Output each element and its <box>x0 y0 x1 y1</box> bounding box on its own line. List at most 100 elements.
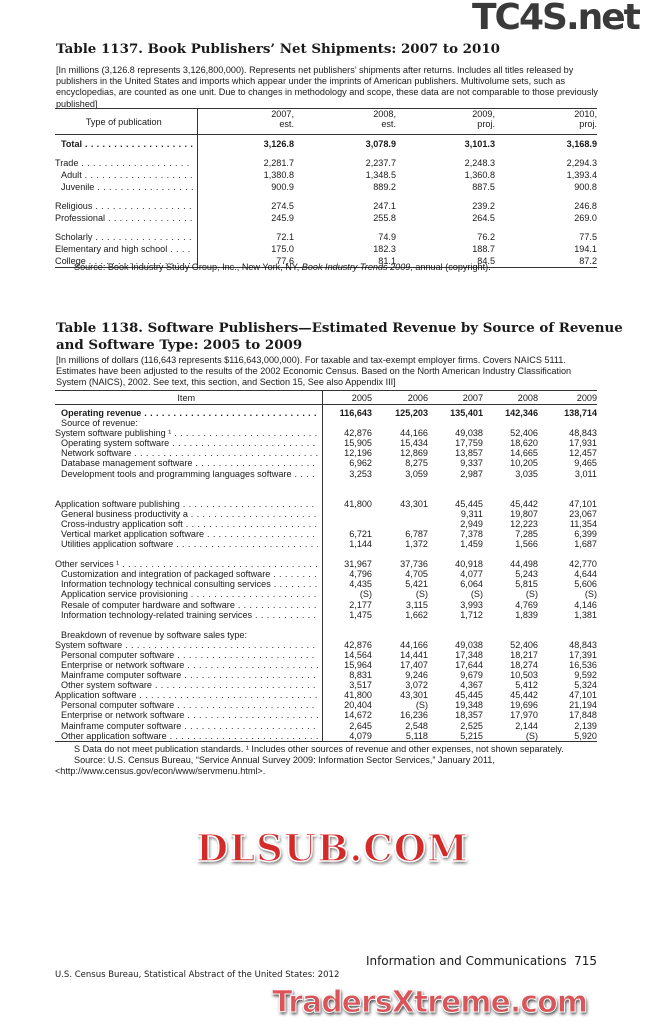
row-label-text: Elementary and high school <box>55 243 193 255</box>
row-label: Other system software <box>55 680 323 691</box>
column-header: 2007 <box>462 392 483 403</box>
row-label: Resale of computer hardware and software <box>55 599 323 610</box>
row-label: Mainframe computer software <box>55 670 323 681</box>
cell-value <box>372 479 428 489</box>
cell-value: 19,807 <box>510 508 538 519</box>
row-label <box>55 488 323 499</box>
column-header-line: est. <box>279 119 294 129</box>
cell-value: 5,421 <box>405 579 428 590</box>
cell-value: 5,412 <box>515 680 538 691</box>
spacer-row <box>55 404 597 408</box>
cell-value: 6,787 <box>405 528 428 539</box>
cell-value: 900.9 <box>271 182 294 192</box>
cell-value: 274.5 <box>271 201 294 211</box>
row-label: Application service provisioning <box>55 589 323 600</box>
row-label-text: Trade <box>55 157 193 169</box>
cell-value: 6,064 <box>460 579 483 590</box>
cell-value: 13,857 <box>455 448 483 459</box>
column-header: 2005 <box>351 392 372 403</box>
row-label-text: Application software publishing <box>55 499 318 509</box>
cell-value <box>197 224 294 231</box>
cell-value: 19,348 <box>455 700 483 711</box>
column-header-line: proj. <box>579 119 597 129</box>
column-header: 2006 <box>407 392 428 403</box>
cell-value: 1,712 <box>460 609 483 620</box>
cell-value: 8,275 <box>405 458 428 469</box>
cell-value: 43,301 <box>400 690 428 701</box>
row-label <box>55 549 323 560</box>
cell-value <box>495 193 597 200</box>
cell-value: 3,078.9 <box>365 139 396 149</box>
cell-value <box>372 489 428 499</box>
cell-value: 42,770 <box>569 559 597 570</box>
cell-value <box>372 549 428 559</box>
cell-value <box>396 193 495 200</box>
cell-value: 17,848 <box>569 710 597 721</box>
cell-value <box>538 620 597 630</box>
row-label-text: College <box>55 255 193 267</box>
row-label-text: Adult <box>61 169 193 181</box>
row-label-text: Other system software <box>61 680 318 690</box>
row-label: Application software publishing <box>55 498 323 509</box>
row-label <box>55 478 323 489</box>
row-label-text: Information technology technical consult… <box>61 579 318 589</box>
cell-value: 2,177 <box>349 599 372 610</box>
row-label: Enterprise or network software <box>55 710 323 721</box>
cell-value: (S) <box>415 700 428 711</box>
cell-value: 3,059 <box>405 468 428 479</box>
cell-value: 3,011 <box>574 468 597 479</box>
row-label: Juvenile <box>55 181 198 193</box>
table-1138-source-url: <http://www.census.gov/econ/www/servmenu… <box>55 766 266 776</box>
cell-value: 239.2 <box>472 201 495 211</box>
watermark-bottom-logo: TradersXtreme.com <box>272 985 589 1020</box>
table-1137-source: Source: Book Industry Study Group, Inc.,… <box>74 262 491 273</box>
spacer-row <box>55 549 597 560</box>
cell-value: 889.2 <box>373 182 396 192</box>
cell-value <box>483 549 538 559</box>
spacer-row <box>55 134 597 138</box>
stub-header: Item <box>55 390 323 405</box>
cell-value: 12,196 <box>344 448 372 459</box>
cell-value <box>322 549 372 559</box>
row-label-text: Other application software <box>61 731 318 741</box>
cell-value: 182.3 <box>373 244 396 254</box>
cell-value <box>197 193 294 200</box>
watermark-middle-logo: DLSUB.COM <box>195 826 469 870</box>
table-row: Breakdown of revenue by software sales t… <box>55 629 597 640</box>
cell-value <box>483 479 538 489</box>
title-line: Table 1138. Software Publishers—Estimate… <box>56 320 623 336</box>
cell-value: 7,285 <box>515 528 538 539</box>
column-header-line: 2008, <box>373 109 396 119</box>
spacer-row <box>55 488 597 499</box>
table-row: Trade 2,281.7 2,237.7 2,248.3 2,294.3 <box>55 157 597 169</box>
column-header: 2008 <box>517 392 538 403</box>
cell-value <box>428 479 483 489</box>
table-row: Personal computer software 20,404 (S) 19,34… <box>55 700 597 711</box>
cell-value <box>538 549 597 559</box>
row-label: Adult <box>55 169 198 181</box>
table-row: Professional 245.9 255.8 264.5 269.0 <box>55 212 597 224</box>
cell-value: 247.1 <box>373 201 396 211</box>
cell-value: 175.0 <box>271 244 294 254</box>
cell-value <box>538 489 597 499</box>
cell-value: 4,077 <box>460 569 483 580</box>
cell-value: 6,962 <box>349 458 372 469</box>
row-label-text: Scholarly <box>55 231 193 243</box>
row-label: Other services ¹ <box>55 559 323 570</box>
cell-value: 16,236 <box>400 710 428 721</box>
row-label: Operating revenue <box>55 408 323 419</box>
table-1137: Type of publication 2007, est. 2008, est. 20… <box>55 108 597 268</box>
cell-value <box>428 489 483 499</box>
cell-value: 3,517 <box>349 680 372 691</box>
cell-value: 45,442 <box>510 498 538 509</box>
row-label: Scholarly <box>55 231 198 243</box>
table-row: Development tools and programming langua… <box>55 468 597 479</box>
cell-value <box>396 150 495 157</box>
cell-value: 44,498 <box>510 559 538 570</box>
row-label-text: Vertical market application software <box>61 529 318 539</box>
table-row: Mainframe computer software 8,831 9,246 9,6… <box>55 670 597 681</box>
row-label-text: Network software <box>61 448 318 458</box>
table-row: Customization and integration of package… <box>55 569 597 580</box>
row-label: System software <box>55 639 323 650</box>
cell-value: 135,401 <box>450 408 483 418</box>
